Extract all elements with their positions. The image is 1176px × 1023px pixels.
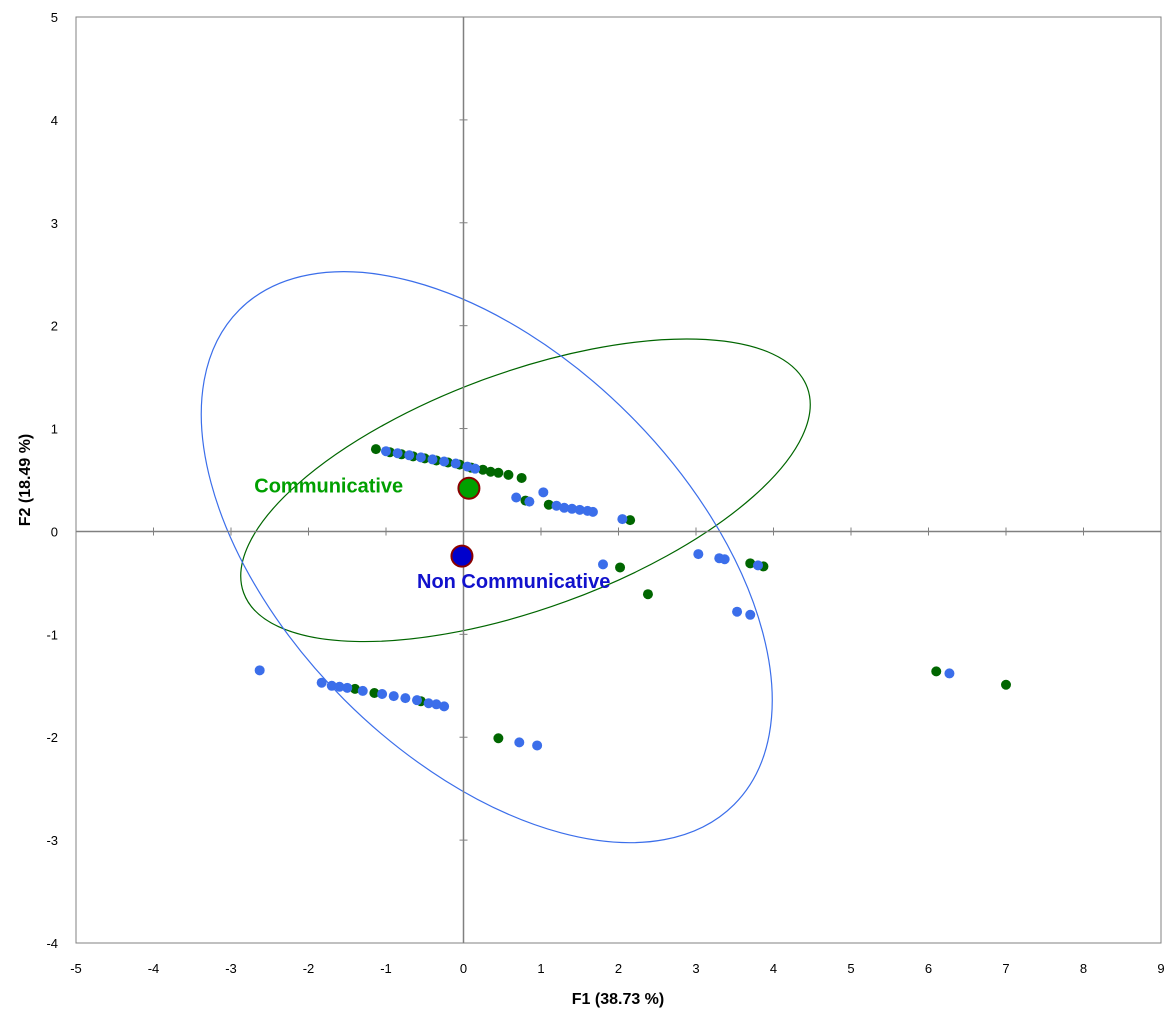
x-tick-label: 9 [1157,961,1164,976]
x-tick-label: 2 [615,961,622,976]
non-communicative-point [693,549,704,560]
communicative-point [615,562,626,573]
y-tick-label: -2 [46,730,58,745]
non-communicative-point [745,609,756,620]
communicative-point [642,589,653,600]
non-communicative-point [357,685,368,696]
x-tick-label: 4 [770,961,777,976]
communicative-centroid [457,476,481,500]
communicative-point [493,467,504,478]
communicative-point [350,683,360,694]
non-communicative-point [415,452,426,463]
non-communicative-point [342,682,353,693]
non-communicative-point [732,606,743,617]
non-communicative-point [254,665,265,676]
non-communicative-ellipse [200,271,773,844]
group-annotations: Communicative Non Communicative [254,475,610,593]
non-communicative-point [567,503,577,514]
y-tick-label: -1 [46,627,58,642]
x-tick-label: 7 [1002,961,1009,976]
data-points [254,444,1011,751]
communicative-point [1001,679,1011,690]
non-communicative-point [427,454,438,465]
non-communicative-point [381,446,391,457]
y-tick-label: 1 [51,422,58,437]
non-communicative-point [326,680,337,691]
non-communicative-point [439,456,450,467]
non-communicative-point [574,504,585,515]
communicative-ellipse [240,338,811,643]
non-communicative-point [431,699,442,710]
non-communicative-point [377,689,388,700]
y-tick-label: 5 [51,10,58,25]
non-communicative-point [423,698,434,709]
non-communicative-point [559,502,570,513]
x-tick-label: 1 [537,961,544,976]
communicative-point [543,499,554,510]
non-communicative-point [392,448,403,459]
x-tick-label: 3 [692,961,699,976]
non-communicative-point [511,492,522,503]
y-tick-label: 3 [51,216,58,231]
non-communicative-point [532,740,543,751]
communicative-point [503,469,514,480]
communicative-point [370,444,381,455]
non-communicative-point [524,496,535,507]
y-tick-label: 2 [51,319,58,334]
non-communicative-point [450,458,461,469]
non-communicative-point [334,681,345,692]
non-communicative-point [551,500,562,511]
communicative-point [493,733,504,744]
non-communicative-point [400,693,411,704]
tick-labels: -5 -4 -3 -2 -1 0 1 2 3 4 5 6 7 8 9 -4 -3 -2 -1 0 1 2 3 4 5 [46,10,1164,976]
non-communicative-point [538,487,549,498]
non-communicative-point [404,450,415,461]
non-communicative-point [316,677,327,688]
x-tick-label: -4 [148,961,160,976]
non-communicative-point [719,554,730,565]
x-tick-label: 8 [1080,961,1087,976]
x-axis-title: F1 (38.73 %) [572,991,664,1008]
non-communicative-point [439,701,450,712]
group-annotation-label: Non Communicative [417,571,610,593]
communicative-point [477,464,488,475]
x-tick-label: 5 [847,961,854,976]
group-annotation-label: Communicative [254,475,403,497]
non-communicative-point [944,668,955,679]
non-communicative-point [470,463,481,474]
confidence-ellipses [200,271,811,844]
x-tick-label: 0 [460,961,467,976]
non-communicative-point [587,506,598,517]
communicative-point [931,666,942,677]
y-tick-label: 0 [51,524,58,539]
x-tick-label: -1 [380,961,392,976]
x-tick-label: 6 [925,961,932,976]
non-communicative-centroid [450,544,474,568]
communicative-point [625,515,636,526]
plot-area [75,16,1162,944]
centroids [450,476,481,568]
y-tick-label: -4 [46,936,58,951]
communicative-point [516,472,527,483]
y-tick-label: -3 [46,833,58,848]
non-communicative-point [388,691,399,702]
y-tick-label: 4 [51,113,58,128]
x-tick-label: -2 [303,961,315,976]
communicative-point [369,687,380,698]
non-communicative-point [412,695,422,706]
y-axis-title: F2 (18.49 %) [17,434,34,526]
non-communicative-point [514,737,525,748]
non-communicative-point [753,560,763,571]
communicative-point [745,558,756,569]
non-communicative-point [598,559,608,570]
x-tick-label: -3 [225,961,237,976]
communicative-point [485,466,496,477]
non-communicative-point [462,461,473,472]
non-communicative-point [617,514,628,525]
x-tick-label: -5 [70,961,82,976]
